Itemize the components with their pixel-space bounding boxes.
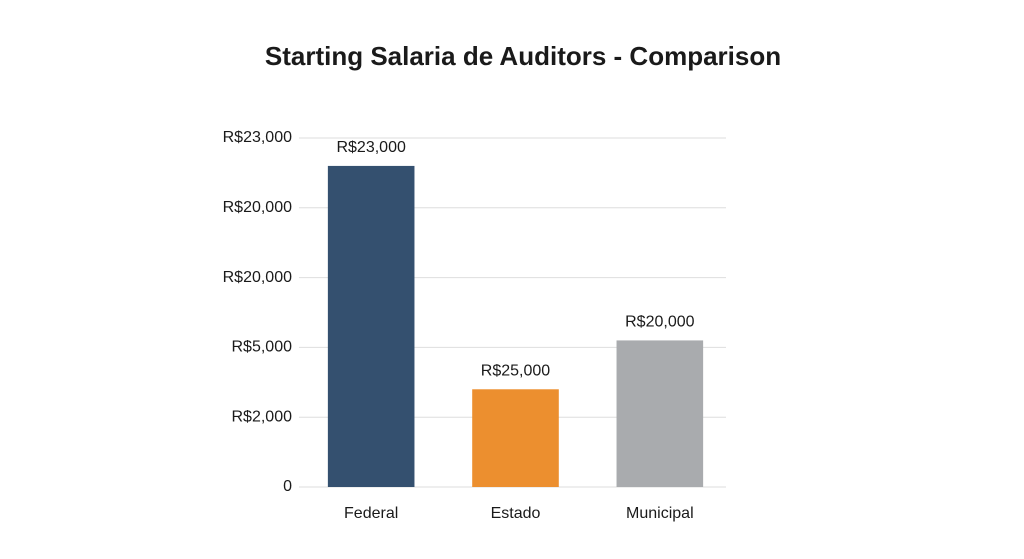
data-label: R$20,000 — [625, 314, 694, 331]
y-tick-label: R$20,000 — [223, 199, 292, 216]
y-tick-label: R$23,000 — [223, 129, 292, 146]
chart-title: Starting Salaria de Auditors - Compariso… — [265, 41, 781, 71]
bar — [327, 165, 415, 488]
data-label: R$23,000 — [336, 139, 405, 156]
y-tick-label: 0 — [283, 478, 292, 495]
data-label: R$25,000 — [481, 362, 550, 379]
bar — [472, 389, 559, 487]
x-tick-label: Estado — [491, 505, 541, 522]
x-tick-label: Federal — [344, 505, 398, 522]
y-tick-label: R$5,000 — [232, 339, 293, 356]
y-tick-label: R$20,000 — [223, 269, 292, 286]
y-tick-label: R$2,000 — [232, 408, 293, 425]
bar — [616, 340, 704, 487]
x-tick-label: Municipal — [626, 505, 694, 522]
